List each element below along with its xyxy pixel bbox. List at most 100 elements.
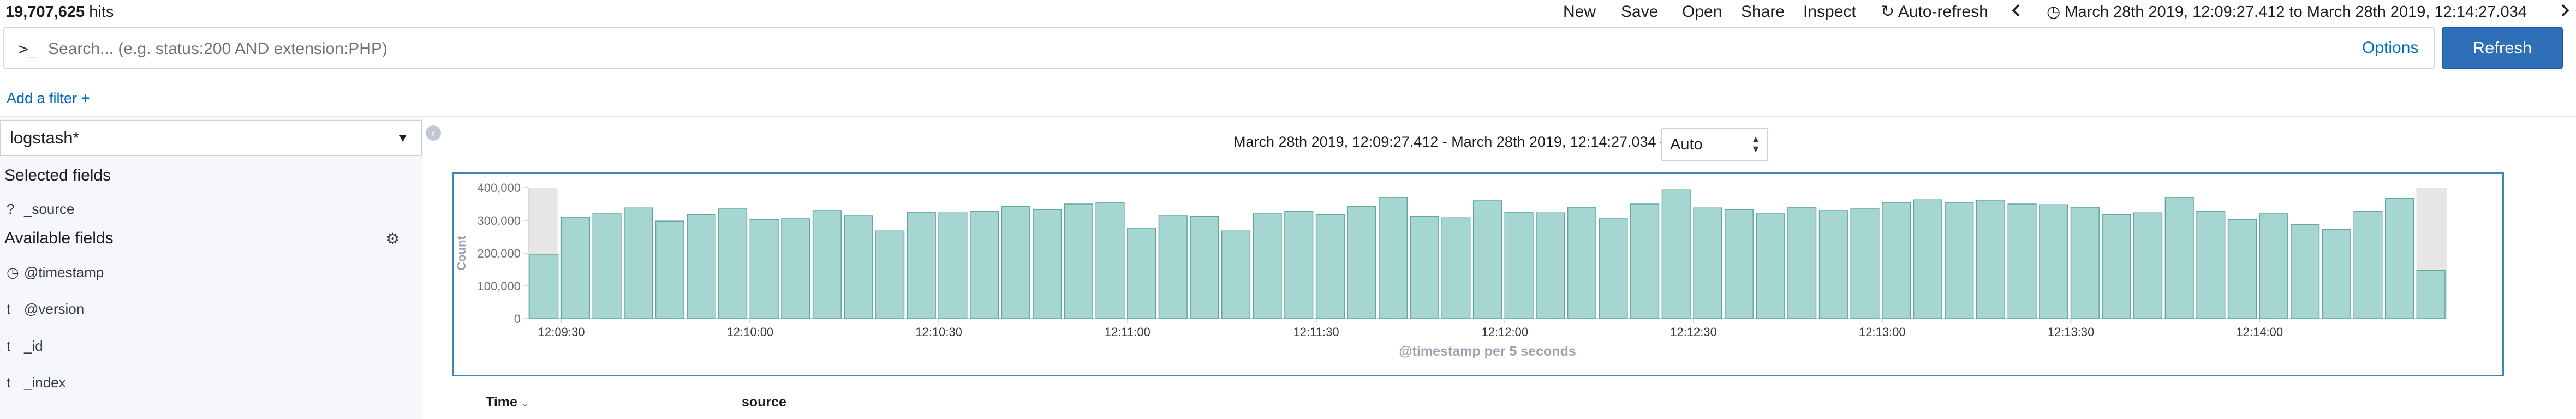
histogram-bar — [2133, 212, 2163, 319]
add-filter-link[interactable]: Add a filter + — [7, 90, 90, 107]
histogram-bar — [718, 208, 748, 319]
field-item[interactable]: t _index — [7, 374, 66, 391]
histogram-bar — [749, 219, 779, 319]
inspect-button[interactable]: Inspect — [1803, 3, 1856, 21]
new-button[interactable]: New — [1563, 3, 1596, 21]
histogram-bar — [1410, 216, 1439, 319]
histogram-bar — [1221, 230, 1251, 319]
refresh-button[interactable]: Refresh — [2442, 27, 2563, 69]
histogram-bar — [938, 212, 968, 319]
field-name: _id — [24, 338, 43, 354]
updown-icon: ▲ ▼ — [1751, 134, 1761, 154]
options-link[interactable]: Options — [2362, 39, 2419, 57]
histogram-bar — [1976, 200, 2006, 319]
sort-down-icon[interactable]: ⌄ — [521, 398, 529, 409]
histogram-bar — [907, 212, 936, 319]
histogram-bar — [529, 254, 559, 319]
clock-icon: ◷ — [2047, 3, 2061, 21]
histogram-bar — [1095, 202, 1125, 319]
histogram-bar — [1945, 202, 1974, 319]
field-sidebar — [0, 117, 423, 419]
field-item[interactable]: ◷ @timestamp — [7, 264, 104, 281]
field-name: _index — [24, 374, 66, 391]
histogram-bar — [2416, 270, 2446, 319]
string-type-icon: t — [7, 301, 11, 317]
histogram-bar — [969, 211, 999, 319]
field-item[interactable]: t _id — [7, 338, 43, 355]
string-type-icon: t — [7, 374, 11, 391]
index-pattern-select[interactable]: logstash* ▼ — [0, 120, 422, 156]
auto-refresh-button[interactable]: ↻ Auto-refresh — [1881, 2, 1988, 22]
histogram-bar — [1315, 214, 1345, 319]
histogram-bar — [2039, 204, 2068, 319]
available-fields-title: Available fields — [4, 229, 114, 247]
histogram-bar — [1599, 218, 1628, 319]
field-name: _source — [24, 201, 75, 217]
histogram-bar — [1913, 199, 1942, 319]
histogram-panel: 0 100,000 200,000 300,000 400,000 12:09:30 12:… — [452, 172, 2504, 376]
search-input[interactable] — [47, 37, 2314, 62]
save-button[interactable]: Save — [1621, 3, 1659, 21]
y-tick-label: 0 — [514, 312, 521, 326]
x-tick-label: 12:10:30 — [915, 325, 962, 339]
histogram-bar — [812, 210, 842, 319]
time-range-text: March 28th 2019, 12:09:27.412 to March 2… — [2065, 3, 2527, 21]
hits-label: hits — [89, 3, 114, 21]
histogram-bar — [1504, 212, 1534, 319]
histogram-bar — [1882, 202, 1911, 319]
histogram-bar — [1724, 209, 1754, 319]
collapse-sidebar-icon[interactable]: ‹ — [426, 125, 441, 141]
x-tick-label: 12:12:30 — [1670, 325, 1717, 339]
histogram-bar — [1630, 203, 1660, 319]
field-type-icon: ? — [7, 201, 15, 217]
histogram-bar — [844, 215, 873, 319]
divider — [0, 116, 2576, 117]
time-picker[interactable]: ◷ March 28th 2019, 12:09:27.412 to March… — [2047, 2, 2527, 22]
histogram-bar — [1064, 203, 1093, 319]
interval-select[interactable]: Auto ▲ ▼ — [1661, 128, 1768, 161]
histogram-bar — [1787, 207, 1817, 319]
histogram-bar — [2070, 207, 2100, 319]
field-item[interactable]: ? _source — [7, 201, 75, 218]
histogram-bar — [1190, 216, 1219, 319]
y-tick-label: 200,000 — [477, 247, 521, 260]
histogram-bar — [1347, 206, 1376, 319]
histogram-bar — [1158, 215, 1188, 319]
x-tick-label: 12:11:30 — [1293, 325, 1339, 339]
chevron-left-icon[interactable] — [2011, 2, 2022, 23]
selected-fields-title: Selected fields — [4, 166, 111, 184]
column-header-source: _source — [734, 394, 786, 410]
histogram-bar — [560, 217, 590, 319]
chevron-right-icon[interactable] — [2560, 2, 2571, 23]
histogram-bar — [1756, 213, 1785, 319]
histogram-bar — [1661, 189, 1691, 319]
histogram-bar — [2385, 198, 2414, 319]
histogram-bar — [2102, 214, 2131, 319]
histogram-bar — [2164, 197, 2194, 319]
y-tick-label: 400,000 — [477, 181, 521, 195]
x-tick-label: 12:14:00 — [2236, 325, 2283, 339]
histogram-bar — [1284, 211, 1314, 319]
histogram-bar — [875, 230, 905, 319]
histogram-bar — [2227, 219, 2257, 319]
share-button[interactable]: Share — [1741, 3, 1785, 21]
histogram-bar — [687, 214, 716, 319]
histogram-bar — [1127, 228, 1156, 319]
histogram-bar — [624, 207, 653, 319]
histogram-bar — [2259, 213, 2288, 319]
x-axis-title: @timestamp per 5 seconds — [1399, 344, 1576, 359]
histogram-bar — [592, 213, 622, 319]
gear-icon[interactable]: ⚙ — [386, 230, 400, 247]
column-time-label: Time — [486, 394, 517, 410]
open-button[interactable]: Open — [1682, 3, 1722, 21]
interval-value: Auto — [1670, 136, 1703, 153]
histogram-bar — [1472, 200, 1502, 319]
histogram-bar — [2322, 229, 2351, 319]
column-header-time[interactable]: Time ⌄ — [486, 394, 529, 410]
histogram-bar — [1536, 212, 1565, 319]
field-item[interactable]: t @version — [7, 301, 84, 318]
add-filter-label: Add a filter — [7, 90, 77, 106]
query-bar: >_ Options — [3, 27, 2435, 69]
y-axis-title: Count — [455, 236, 468, 271]
histogram-bar — [2196, 211, 2226, 319]
